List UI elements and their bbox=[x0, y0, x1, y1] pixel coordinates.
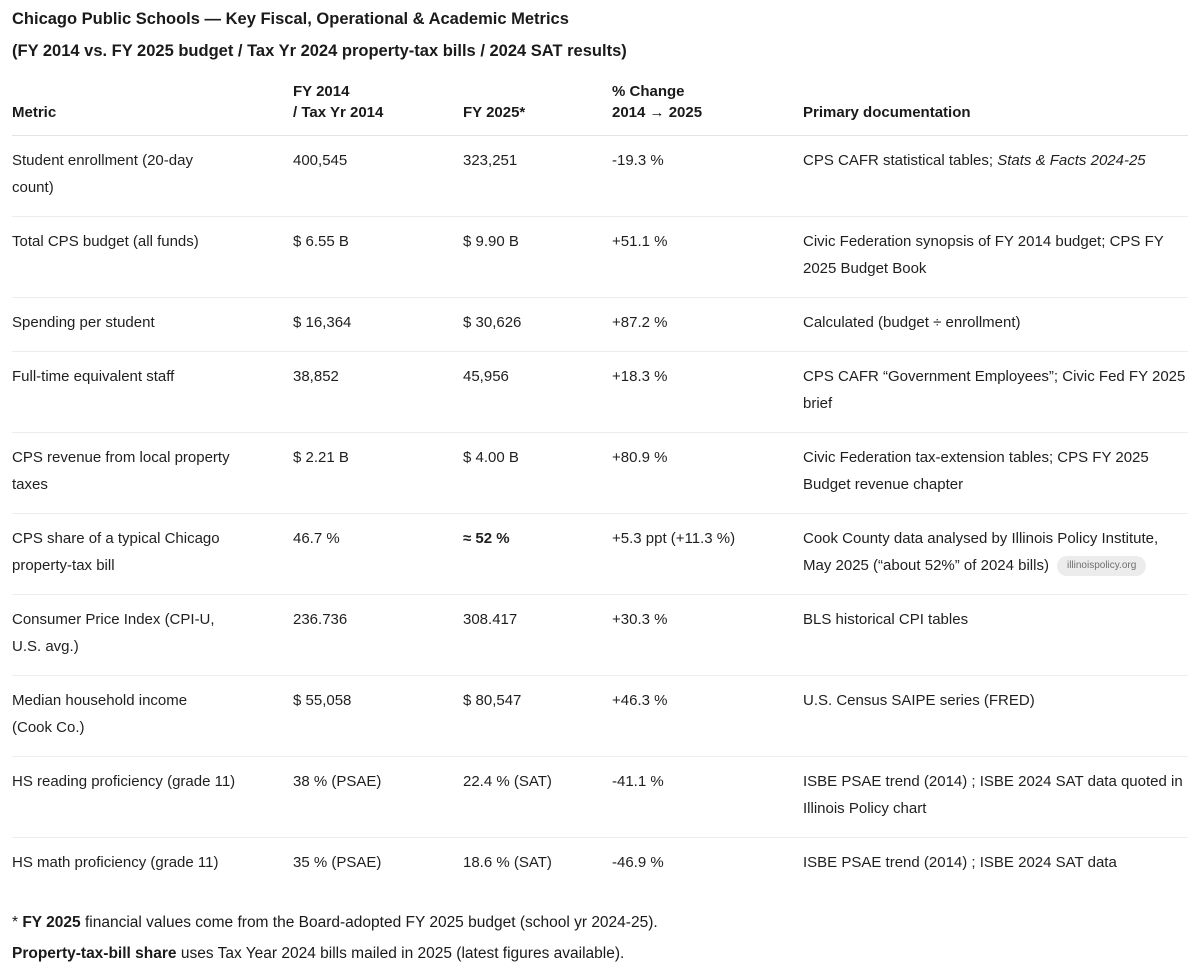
table-row: Student enrollment (20-day count) 400,545… bbox=[12, 135, 1188, 217]
fy2025-cell: $ 9.90 B bbox=[463, 216, 612, 298]
metric-cell: Consumer Price Index (CPI-U, U.S. avg.) bbox=[12, 594, 293, 676]
fy2014-cell: 35 % (PSAE) bbox=[293, 854, 382, 871]
table-row: Median household income (Cook Co.) $ 55,0… bbox=[12, 675, 1188, 757]
fy2014-cell: 38,852 bbox=[293, 351, 463, 433]
fy2014-cell: 38 % (PSAE) bbox=[293, 756, 463, 838]
table-row: Full-time equivalent staff 38,852 45,956 +1… bbox=[12, 351, 1188, 433]
metric-cell: CPS revenue from local property taxes bbox=[12, 432, 293, 514]
table-row: CPS share of a typical Chicago property-… bbox=[12, 513, 1188, 595]
change-cell: +5.3 ppt (+11.3 %) bbox=[612, 513, 803, 595]
metrics-table-body: Student enrollment (20-day count) 400,545… bbox=[12, 135, 1188, 892]
metric-cell: Median household income (Cook Co.) bbox=[12, 675, 293, 757]
table-row: HS math proficiency (grade 11) 35 % (PSAE… bbox=[12, 838, 1188, 892]
change-cell: +18.3 % bbox=[612, 351, 803, 433]
doc-cell: Cook County data analysed by Illinois Po… bbox=[803, 513, 1188, 595]
metrics-table: Metric FY 2014 / Tax Yr 2014 FY 2025* % … bbox=[12, 81, 1188, 891]
fy2014-cell: 236.736 bbox=[293, 594, 463, 676]
table-row: Consumer Price Index (CPI-U, U.S. avg.) 2… bbox=[12, 594, 1188, 676]
metric-cell: Total CPS budget (all funds) bbox=[12, 216, 293, 298]
fy2025-cell: 22.4 % (SAT) bbox=[463, 756, 612, 838]
text-span: U.S. Census SAIPE series (FRED) bbox=[803, 692, 1035, 709]
fy2014-cell: $ 6.55 B bbox=[293, 216, 463, 298]
footnote-2: Property-tax-bill share uses Tax Year 20… bbox=[12, 938, 1188, 969]
fy2025-cell: ≈ 52 % bbox=[463, 513, 612, 595]
fy2014-cell: $ 2.21 B bbox=[293, 432, 463, 514]
change-cell: +46.3 % bbox=[612, 675, 803, 757]
text-span: BLS historical CPI tables bbox=[803, 611, 969, 628]
change-cell: +87.2 % bbox=[612, 297, 803, 352]
col-header-documentation: Primary documentation bbox=[803, 81, 1188, 136]
doc-cell: Civic Federation synopsis of FY 2014 bud… bbox=[803, 216, 1188, 298]
col-header-fy2025: FY 2025* bbox=[463, 81, 612, 136]
change-cell: -41.1 % bbox=[612, 756, 803, 838]
text-span: Stats & Facts 2024-25 bbox=[997, 152, 1146, 169]
change-cell: +80.9 % bbox=[612, 432, 803, 514]
footnotes: * FY 2025 financial values come from the… bbox=[12, 907, 1188, 969]
footnote-1: * FY 2025 financial values come from the… bbox=[12, 907, 1188, 938]
page-subtitle: (FY 2014 vs. FY 2025 budget / Tax Yr 202… bbox=[12, 42, 627, 60]
change-cell: -19.3 % bbox=[612, 135, 803, 217]
table-row: Spending per student $ 16,364 $ 30,626 +87.… bbox=[12, 297, 1188, 352]
text-span: financial values come from the Board-ado… bbox=[80, 914, 658, 931]
doc-cell: CPS CAFR statistical tables; Stats & Fac… bbox=[803, 135, 1188, 217]
col-header-change: % Change 2014 → 2025 bbox=[612, 81, 803, 136]
page: Chicago Public Schools — Key Fiscal, Ope… bbox=[12, 6, 1188, 969]
fy2014-cell: 46.7 % bbox=[293, 513, 463, 595]
text-span: * bbox=[12, 914, 23, 931]
text-span: Cook County data analysed by Illinois Po… bbox=[803, 530, 1159, 574]
fy2025-cell: $ 4.00 B bbox=[463, 432, 612, 514]
fy2014-cell: 400,545 bbox=[293, 135, 463, 217]
table-header-row: Metric FY 2014 / Tax Yr 2014 FY 2025* % … bbox=[12, 81, 1188, 136]
text-span: CPS CAFR “Government Employees”; Civic F… bbox=[803, 368, 1186, 412]
source-badge[interactable]: illinoispolicy.org bbox=[1056, 556, 1147, 576]
text-span: Calculated (budget ÷ enrollment) bbox=[803, 314, 1021, 331]
col-header-fy2014: FY 2014 / Tax Yr 2014 bbox=[293, 81, 463, 136]
change-cell: +51.1 % bbox=[612, 216, 803, 298]
fy2014-cell: $ 55,058 bbox=[293, 675, 463, 757]
text-span: ISBE PSAE trend (2014) ; ISBE 2024 SAT d… bbox=[803, 773, 1183, 817]
doc-cell: BLS historical CPI tables bbox=[803, 594, 1188, 676]
fy2025-cell: 308.417 bbox=[463, 594, 612, 676]
fy2025-cell: 323,251 bbox=[463, 135, 612, 217]
metric-cell: HS reading proficiency (grade 11) bbox=[12, 756, 293, 838]
fy2025-cell: 18.6 % (SAT) bbox=[463, 854, 552, 871]
text-span: uses Tax Year 2024 bills mailed in 2025 … bbox=[176, 945, 625, 962]
metric-cell: Student enrollment (20-day count) bbox=[12, 135, 293, 217]
doc-cell: Calculated (budget ÷ enrollment) bbox=[803, 297, 1188, 352]
fy2025-cell: $ 80,547 bbox=[463, 675, 612, 757]
metric-cell: Full-time equivalent staff bbox=[12, 351, 293, 433]
change-cell: +30.3 % bbox=[612, 594, 803, 676]
doc-cell: CPS CAFR “Government Employees”; Civic F… bbox=[803, 351, 1188, 433]
doc-cell: Civic Federation tax-extension tables; C… bbox=[803, 432, 1188, 514]
fy2025-cell: 45,956 bbox=[463, 351, 612, 433]
doc-cell: ISBE PSAE trend (2014) ; ISBE 2024 SAT d… bbox=[803, 756, 1188, 838]
text-span: FY 2025 bbox=[22, 914, 81, 931]
col-header-metric: Metric bbox=[12, 81, 293, 136]
text-span: Civic Federation synopsis of FY 2014 bud… bbox=[803, 233, 1164, 277]
fy2025-cell: $ 30,626 bbox=[463, 297, 612, 352]
metric-cell: CPS share of a typical Chicago property-… bbox=[12, 513, 293, 595]
text-span: ISBE PSAE trend (2014) ; ISBE 2024 SAT d… bbox=[803, 854, 1117, 871]
text-span: CPS CAFR statistical tables; bbox=[803, 152, 998, 169]
metric-cell: HS math proficiency (grade 11) bbox=[12, 854, 219, 871]
table-row: CPS revenue from local property taxes $ 2… bbox=[12, 432, 1188, 514]
change-cell: -46.9 % bbox=[612, 854, 664, 871]
doc-cell: ISBE PSAE trend (2014) ; ISBE 2024 SAT d… bbox=[803, 838, 1188, 892]
table-row: HS reading proficiency (grade 11) 38 % (P… bbox=[12, 756, 1188, 838]
fy2014-cell: $ 16,364 bbox=[293, 297, 463, 352]
text-span: Property-tax-bill share bbox=[12, 945, 177, 962]
table-row: Total CPS budget (all funds) $ 6.55 B $ 9.… bbox=[12, 216, 1188, 298]
metric-cell: Spending per student bbox=[12, 297, 293, 352]
text-span: Civic Federation tax-extension tables; C… bbox=[803, 449, 1149, 493]
doc-cell: U.S. Census SAIPE series (FRED) bbox=[803, 675, 1188, 757]
page-title: Chicago Public Schools — Key Fiscal, Ope… bbox=[12, 10, 569, 28]
